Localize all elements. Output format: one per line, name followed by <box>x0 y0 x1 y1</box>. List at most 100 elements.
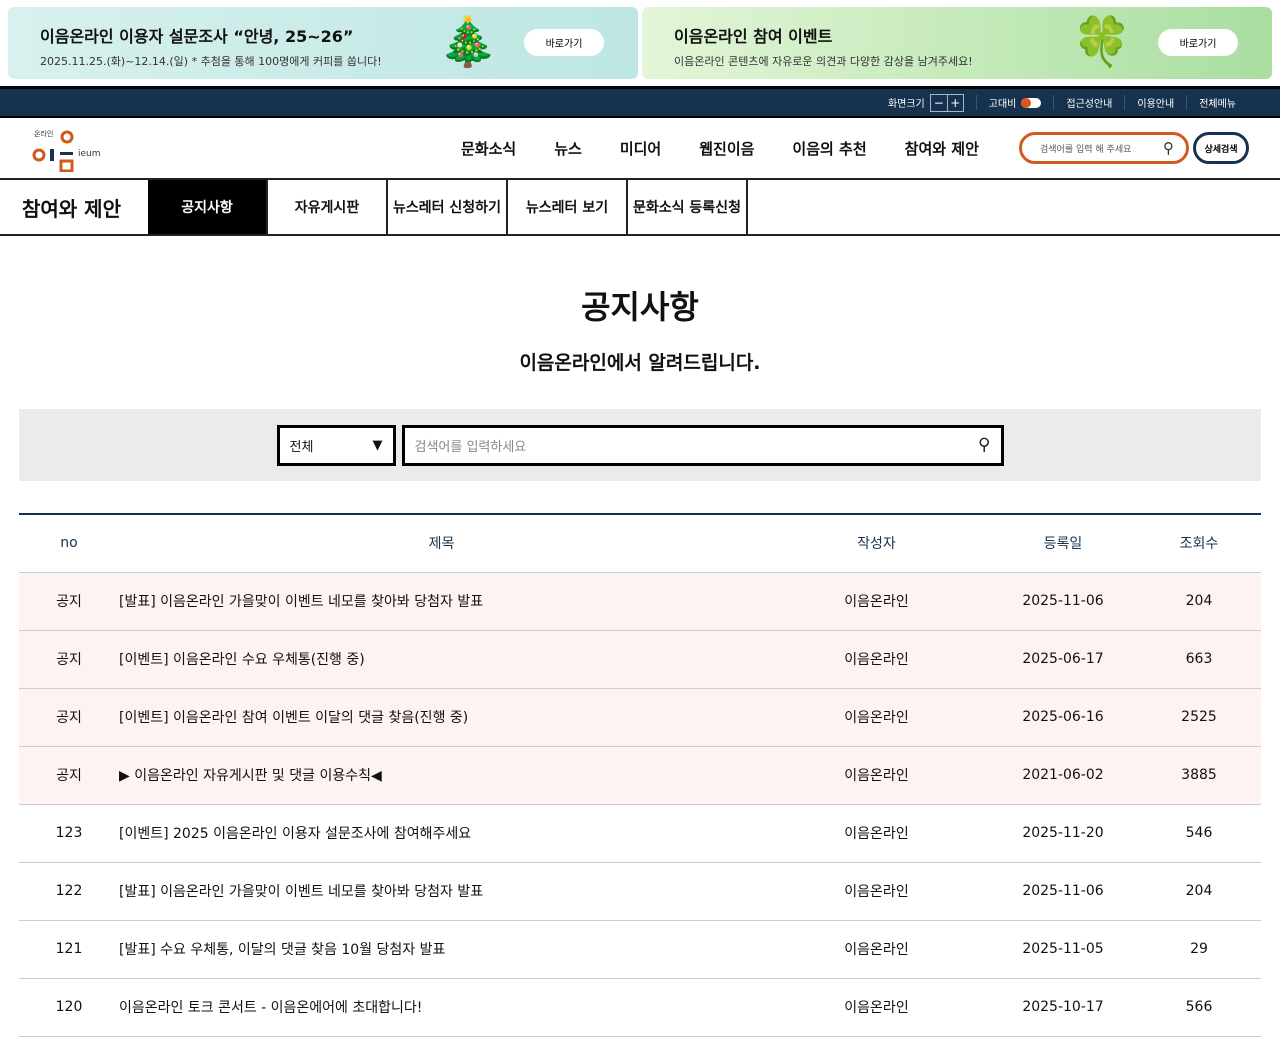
survey-banner[interactable]: 이음온라인 이용자 설문조사 “안녕, 25~26” 2025.11.25.(화… <box>8 7 638 79</box>
row-date: 2025-11-05 <box>989 920 1137 979</box>
banner-desc: 이음온라인 콘텐츠에 자유로운 의견과 다양한 감상을 남겨주세요! <box>674 55 973 68</box>
nav-media[interactable]: 미디어 <box>619 139 662 158</box>
row-views: 566 <box>1137 978 1261 1037</box>
search-box: 전체 ▼ 검색어를 입력하세요 ⚲ <box>19 409 1261 481</box>
banner-go-button[interactable]: 바로가기 <box>524 29 604 56</box>
logo-small-text: 온라인 <box>34 129 53 138</box>
col-date: 등록일 <box>989 514 1137 573</box>
row-title[interactable]: [발표] 이음온라인 가을맞이 이벤트 네모를 찾아봐 당첨자 발표 <box>119 572 764 631</box>
banner-area: 이음온라인 이용자 설문조사 “안녕, 25~26” 2025.11.25.(화… <box>0 0 1280 86</box>
search-placeholder: 검색어를 입력 해 주세요 <box>1040 144 1132 155</box>
row-date: 2025-11-06 <box>989 862 1137 921</box>
row-title[interactable]: [이벤트] 이음온라인 수요 우체통(진행 중) <box>119 630 764 689</box>
row-author: 이음온라인 <box>764 978 989 1037</box>
select-value: 전체 <box>289 439 314 455</box>
high-contrast-toggle[interactable]: 고대비 <box>975 95 1054 110</box>
tree-icon: 🎄 <box>438 14 498 70</box>
table-row[interactable]: 공지 [이벤트] 이음온라인 수요 우체통(진행 중) 이음온라인 2025-06-1… <box>19 630 1261 689</box>
notice-table: no 제목 작성자 등록일 조회수 공지 [발표] 이음온라인 가을맞이 이벤트 … <box>19 513 1261 1037</box>
row-views: 546 <box>1137 804 1261 863</box>
contrast-label: 고대비 <box>988 99 1017 110</box>
row-title[interactable]: [이벤트] 이음온라인 참여 이벤트 이달의 댓글 찾음(진행 중) <box>119 688 764 747</box>
tab-notice[interactable]: 공지사항 <box>148 180 268 234</box>
nav-culture[interactable]: 문화소식 <box>461 139 517 158</box>
caret-down-icon: ▼ <box>372 437 383 453</box>
tab-culture-register[interactable]: 문화소식 등록신청 <box>628 180 748 234</box>
col-views: 조회수 <box>1137 514 1261 573</box>
row-views: 663 <box>1137 630 1261 689</box>
row-no: 122 <box>19 862 119 921</box>
row-date: 2025-11-20 <box>989 804 1137 863</box>
toggle-icon <box>1021 97 1042 108</box>
page-title: 공지사항 <box>581 288 699 326</box>
tab-newsletter-signup[interactable]: 뉴스레터 신청하기 <box>388 180 508 234</box>
section-title: 참여와 제안 <box>22 196 121 221</box>
row-title[interactable]: ▶ 이음온라인 자유게시판 및 댓글 이용수칙◀ <box>119 746 764 805</box>
nav-recommend[interactable]: 이음의 추천 <box>792 139 867 158</box>
guide-link[interactable]: 이용안내 <box>1124 95 1186 110</box>
accessibility-link[interactable]: 접근성안내 <box>1053 95 1124 110</box>
row-title[interactable]: [발표] 수요 우체통, 이달의 댓글 찾음 10월 당첨자 발표 <box>119 920 764 979</box>
table-row[interactable]: 122 [발표] 이음온라인 가을맞이 이벤트 네모를 찾아봐 당첨자 발표 이음온… <box>19 862 1261 921</box>
clover-icon: 🍀 <box>1072 14 1132 70</box>
row-no: 공지 <box>19 630 119 689</box>
row-date: 2025-06-16 <box>989 688 1137 747</box>
row-author: 이음온라인 <box>764 862 989 921</box>
row-views: 2525 <box>1137 688 1261 747</box>
banner-title: 이음온라인 참여 이벤트 <box>674 27 833 46</box>
col-no: no <box>19 514 119 573</box>
row-author: 이음온라인 <box>764 630 989 689</box>
table-row[interactable]: 120 이음온라인 토크 콘서트 - 이음온에어에 초대합니다! 이음온라인 2025… <box>19 978 1261 1037</box>
table-row[interactable]: 공지 ▶ 이음온라인 자유게시판 및 댓글 이용수칙◀ 이음온라인 2021-06-0… <box>19 746 1261 805</box>
table-row[interactable]: 공지 [발표] 이음온라인 가을맞이 이벤트 네모를 찾아봐 당첨자 발표 이음온라… <box>19 572 1261 631</box>
search-icon[interactable]: ⚲ <box>978 435 991 455</box>
row-author: 이음온라인 <box>764 920 989 979</box>
tab-newsletter-view[interactable]: 뉴스레터 보기 <box>508 180 628 234</box>
row-date: 2025-11-06 <box>989 572 1137 631</box>
zoom-in-button[interactable]: + <box>946 94 963 111</box>
page-subtitle: 이음온라인에서 알려드립니다. <box>519 352 761 374</box>
table-row[interactable]: 121 [발표] 수요 우체통, 이달의 댓글 찾음 10월 당첨자 발표 이음온라… <box>19 920 1261 979</box>
tab-free-board[interactable]: 자유게시판 <box>268 180 388 234</box>
utility-bar: 화면크기 − + 고대비 접근성안내 이용안내 전체메뉴 <box>0 86 1280 118</box>
row-views: 29 <box>1137 920 1261 979</box>
row-views: 204 <box>1137 862 1261 921</box>
zoom-out-button[interactable]: − <box>933 95 944 110</box>
zoom-label: 화면크기 <box>887 99 925 110</box>
nav-news[interactable]: 뉴스 <box>554 139 582 158</box>
header-search-input[interactable]: 검색어를 입력 해 주세요 ⚲ <box>1019 132 1189 164</box>
logo-text: ieum <box>78 149 101 159</box>
banner-go-button[interactable]: 바로가기 <box>1158 29 1238 56</box>
col-author: 작성자 <box>764 514 989 573</box>
col-title: 제목 <box>119 514 764 573</box>
banner-desc: 2025.11.25.(화)~12.14.(일) * 추첨을 통해 100명에게… <box>40 55 382 68</box>
row-date: 2025-10-17 <box>989 978 1137 1037</box>
banner-title: 이음온라인 이용자 설문조사 “안녕, 25~26” <box>40 27 354 46</box>
event-banner[interactable]: 이음온라인 참여 이벤트 이음온라인 콘텐츠에 자유로운 의견과 다양한 감상을… <box>642 7 1272 79</box>
row-author: 이음온라인 <box>764 572 989 631</box>
nav-webzine[interactable]: 웹진이음 <box>699 139 755 158</box>
advanced-search-button[interactable]: 상세검색 <box>1193 132 1249 164</box>
table-row[interactable]: 123 [이벤트] 2025 이음온라인 이용자 설문조사에 참여해주세요 이음온라… <box>19 804 1261 863</box>
row-date: 2021-06-02 <box>989 746 1137 805</box>
logo[interactable]: 온라인 ieum <box>30 126 110 172</box>
row-author: 이음온라인 <box>764 804 989 863</box>
row-author: 이음온라인 <box>764 746 989 805</box>
row-views: 204 <box>1137 572 1261 631</box>
row-title[interactable]: [이벤트] 2025 이음온라인 이용자 설문조사에 참여해주세요 <box>119 804 764 863</box>
sub-nav: 참여와 제안 공지사항 자유게시판 뉴스레터 신청하기 뉴스레터 보기 문화소식… <box>0 180 1280 236</box>
nav-participate[interactable]: 참여와 제안 <box>904 139 979 158</box>
main-nav: 문화소식 뉴스 미디어 웹진이음 이음의 추천 참여와 제안 <box>442 138 998 159</box>
row-no: 120 <box>19 978 119 1037</box>
row-title[interactable]: 이음온라인 토크 콘서트 - 이음온에어에 초대합니다! <box>119 978 764 1037</box>
search-icon[interactable]: ⚲ <box>1163 139 1174 157</box>
row-date: 2025-06-17 <box>989 630 1137 689</box>
row-no: 121 <box>19 920 119 979</box>
category-select[interactable]: 전체 ▼ <box>276 424 396 466</box>
all-menu-link[interactable]: 전체메뉴 <box>1186 95 1248 110</box>
table-row[interactable]: 공지 [이벤트] 이음온라인 참여 이벤트 이달의 댓글 찾음(진행 중) 이음온라… <box>19 688 1261 747</box>
row-title[interactable]: [발표] 이음온라인 가을맞이 이벤트 네모를 찾아봐 당첨자 발표 <box>119 862 764 921</box>
board-search-input[interactable]: 검색어를 입력하세요 ⚲ <box>401 424 1004 466</box>
row-views: 3885 <box>1137 746 1261 805</box>
search-placeholder: 검색어를 입력하세요 <box>414 439 527 455</box>
